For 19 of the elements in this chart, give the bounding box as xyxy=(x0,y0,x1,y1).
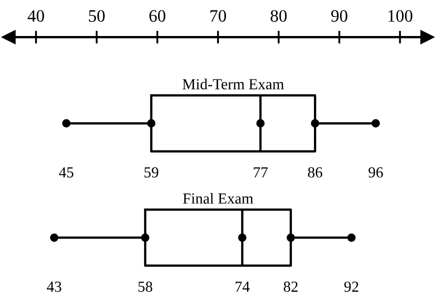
annotation: 58 xyxy=(138,282,152,292)
x-tick-label: 100 xyxy=(388,10,412,22)
annotation: 82 xyxy=(284,282,298,292)
annotation: 45 xyxy=(59,167,74,178)
x-tick-label: 50 xyxy=(89,10,105,22)
annotation: 59 xyxy=(144,167,158,178)
x-tick-label: 40 xyxy=(28,10,44,22)
annotation: 96 xyxy=(368,167,383,178)
annotation: 43 xyxy=(46,282,62,292)
x-tick-label: 90 xyxy=(331,10,348,22)
y-tick-label: Final Exam xyxy=(183,192,254,204)
annotation: 74 xyxy=(236,282,250,292)
annotation: 77 xyxy=(254,167,268,178)
annotation: 92 xyxy=(344,282,358,292)
x-tick-label: 80 xyxy=(270,10,287,22)
x-tick-label: 70 xyxy=(210,10,226,22)
annotation: 86 xyxy=(308,167,322,178)
x-tick-label: 60 xyxy=(149,10,166,22)
y-tick-label: Mid-Term Exam xyxy=(182,78,284,90)
